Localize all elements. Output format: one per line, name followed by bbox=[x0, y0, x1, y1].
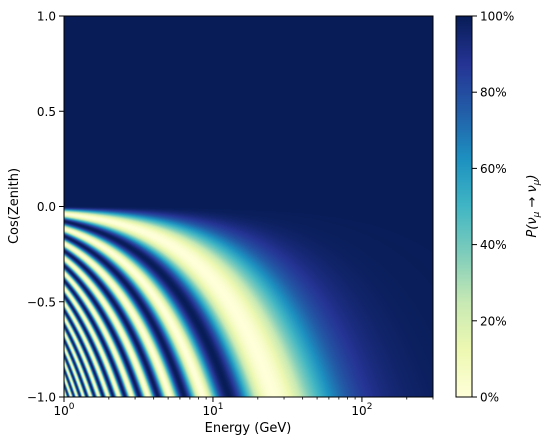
colorbar-tick-label: 100% bbox=[480, 10, 514, 24]
y-tick-label: −0.5 bbox=[27, 295, 56, 309]
y-axis-ticks: 1.0 0.5 0.0 −0.5 −1.0 bbox=[27, 10, 64, 405]
y-tick-label: 1.0 bbox=[37, 10, 56, 24]
colorbar-label-mu2: μ bbox=[532, 179, 542, 186]
colorbar-tick-label: 80% bbox=[480, 86, 507, 100]
x-axis-ticks: 100 101 102 bbox=[53, 397, 434, 418]
colorbar-tick-label: 0% bbox=[480, 391, 499, 405]
colorbar-label-mu1: μ bbox=[532, 211, 542, 218]
x-axis-label: Energy (GeV) bbox=[205, 421, 292, 436]
y-tick-label: 0.0 bbox=[37, 200, 56, 214]
colorbar-label-arrow: → bbox=[525, 192, 540, 211]
y-tick-label: −1.0 bbox=[27, 391, 56, 405]
colorbar-label-p: P( bbox=[525, 224, 540, 238]
oscillation-heatmap bbox=[64, 16, 433, 397]
colorbar-frame bbox=[455, 15, 473, 398]
y-axis-label: Cos(Zenith) bbox=[7, 168, 22, 244]
colorbar-ticks: 100% 80% 60% 40% 20% 0% bbox=[472, 10, 514, 405]
colorbar-gradient bbox=[456, 16, 472, 397]
colorbar-label-close: ) bbox=[525, 174, 540, 180]
colorbar-label: P(νμ → νμ) bbox=[525, 174, 542, 237]
x-tick-label: 100 bbox=[53, 402, 74, 418]
colorbar-tick-label: 20% bbox=[480, 314, 507, 328]
x-tick-label: 102 bbox=[351, 402, 372, 418]
colorbar-tick-label: 40% bbox=[480, 238, 507, 252]
colorbar-tick-label: 60% bbox=[480, 162, 507, 176]
colorbar-label-nu2: ν bbox=[525, 185, 540, 192]
plot-frame bbox=[63, 15, 434, 398]
y-tick-label: 0.5 bbox=[37, 105, 56, 119]
x-tick-label: 101 bbox=[202, 402, 223, 418]
colorbar-label-nu1: ν bbox=[525, 217, 540, 224]
